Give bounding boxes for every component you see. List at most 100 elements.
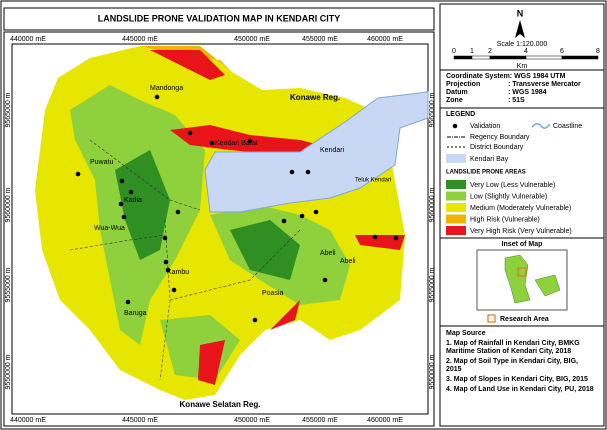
class-label: Very Low (Less Vulnerable) [470,182,555,189]
inset-island [534,274,561,297]
x-grid-label: 460000 mE [367,36,403,43]
x-grid-label: 440000 mE [10,417,46,424]
place-label: Baruga [124,310,147,317]
scale-segment [561,55,599,60]
class-swatch [446,180,466,189]
validation-point [121,214,127,220]
north-arrow [515,20,525,38]
place-label: Kadia [124,197,142,204]
source-title: Map Source [446,330,486,337]
side-panel [439,3,605,427]
place-label: Kambu [167,269,189,276]
class-label: Very High Risk (Very Vulnerable) [470,228,572,235]
source-list: 1. Map of Rainfall in Kendari City, BMKG… [446,340,594,393]
source-item: 4. Map of Land Use in Kendari City, PU, … [446,386,594,393]
place-label: Puwatu [90,159,113,166]
class-legend: Very Low (Less Vulnerable) Low (Slightly … [446,180,572,235]
class-swatch [446,226,466,235]
place-label: Wua-Wua [94,225,125,232]
validation-point [118,201,124,207]
coordinate-system: Coordinate System: WGS 1984 UTM [446,73,566,80]
validation-point [313,209,319,215]
scale-bar: 0 1 2 4 6 8 [452,48,600,60]
validation-point [162,235,168,241]
district-boundary [69,234,166,251]
scale-tick-label: 2 [488,48,492,55]
validation-point [372,234,378,240]
validation-point [393,235,399,241]
legend-label: Validation [470,123,500,130]
validation-point [75,171,81,177]
legend-coastline-symbol [531,123,551,129]
classes-title: LANDSLIDE PRONE AREAS [446,170,526,176]
info-value: : 51S [508,97,525,104]
zone-very-high [150,50,225,80]
class-label: High Risk (Vulnerable) [470,216,540,223]
zone-very-high [198,340,225,385]
y-grid-label: 9550000 m [5,354,12,389]
zone-very-low [115,150,170,260]
validation-point [165,267,171,273]
scale-segment [525,55,563,60]
scale-tick-label: 4 [524,48,528,55]
zone-very-high [355,235,405,250]
validation-point [289,169,295,175]
y-grid-label: 9565000 m [5,92,12,127]
validation-point [128,189,134,195]
validation-point [305,169,311,175]
validation-point [281,218,287,224]
x-grid-label: 455000 mE [302,36,338,43]
validation-point [209,140,215,146]
class-swatch [446,191,466,201]
scale-tick-label: 6 [560,48,564,55]
region-label: Konawe Selatan Reg. [180,400,261,409]
scale-segment [471,55,491,60]
y-grid-label: 9550000 m [429,354,436,389]
validation-point [125,299,131,305]
validation-point [171,287,177,293]
x-grid-label: 445000 mE [122,36,158,43]
legend-label: Regency Boundary [470,134,530,141]
coordinate-info: Projection: Transverse Mercator Datum: WG… [446,81,581,104]
research-area-label: Research Area [500,316,549,323]
legend-title: LEGEND [446,111,475,118]
legend-label: Kendari Bay [470,156,509,163]
district-boundaries [69,139,301,381]
place-label: Kendari [320,147,345,154]
bay-label: Teluk Kendari [355,178,391,184]
legend-validation-symbol [452,123,458,129]
zone-very-high [270,300,300,330]
y-grid-label: 9555000 m [5,267,12,302]
validation-point [252,317,258,323]
y-grid-label: 9560000 m [5,187,12,222]
validation-point [247,138,253,144]
legend-bay-symbol [446,154,466,163]
y-grid-label: 9565000 m [429,92,436,127]
class-swatch [446,203,466,212]
info-key: Projection [446,81,480,88]
scale-unit: Km [517,63,528,70]
x-grid-label: 450000 mE [234,36,270,43]
scale-text: Scale 1:120.000 [497,41,548,48]
place-label: Poasia [262,290,284,297]
x-grid-label: 440000 mE [10,36,46,43]
x-grid-label: 450000 mE [234,417,270,424]
x-grid-label: 455000 mE [302,417,338,424]
class-swatch [446,214,466,224]
inset-island [504,254,531,304]
info-value: : Transverse Mercator [508,81,581,88]
map-title: LANDSLIDE PRONE VALIDATION MAP IN KENDAR… [98,13,341,23]
x-grid-label: 460000 mE [367,417,403,424]
inset-title: Inset of Map [502,241,543,248]
place-label: Mandonga [150,85,183,92]
place-label: Kendari Barat [215,140,258,147]
scale-tick-label: 1 [470,48,474,55]
source-item: 3. Map of Slopes in Kendari City, BIG, 2… [446,376,588,383]
y-grid-label: 9560000 m [429,187,436,222]
kendari-bay [204,91,429,213]
source-item: 2. Map of Soil Type in Kendari City, BIG… [446,358,578,373]
legend-label: Coastline [553,123,582,130]
scale-segment [453,55,473,60]
